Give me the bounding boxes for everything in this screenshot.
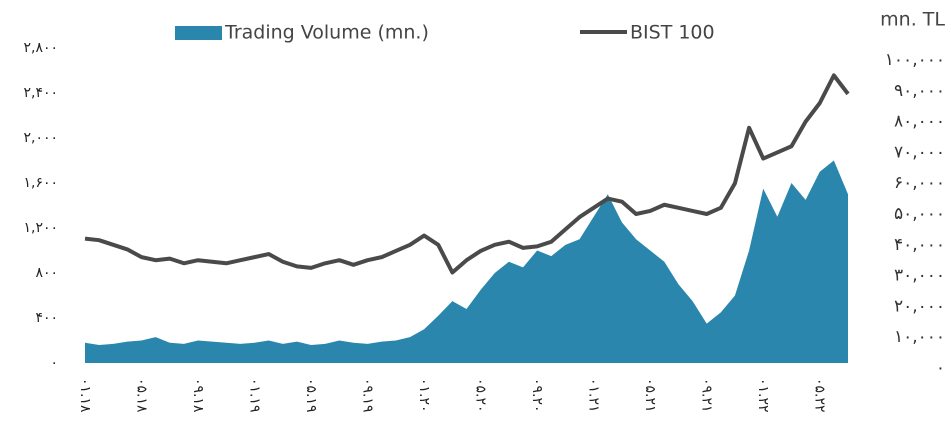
y2-tick-label: ۳۰,۰۰۰ [894,266,945,286]
y-tick-label: ۲,۸۰۰ [23,40,58,56]
y2-axis-title: mn. TL [880,9,945,31]
y-tick-label: ۲,۴۰۰ [23,85,58,101]
y-tick-label: ۲,۰۰۰ [23,130,58,146]
legend-label: Trading Volume (mn.) [224,22,429,44]
y-tick-label: ۱,۶۰۰ [23,175,58,191]
x-tick-label: ۰۹.۲۰ [529,378,545,413]
x-tick-label: ۰۱.۲۰ [416,378,432,413]
legend-label: BIST 100 [630,22,715,44]
y2-tick-label: ۲۰,۰۰۰ [894,296,945,316]
y2-tick-label: ۱۰,۰۰۰ [894,327,945,347]
x-tick-label: ۰۹.۱۸ [190,378,206,413]
x-tick-label: ۰۵.۲۰ [473,378,489,413]
y2-tick-label: ۵۰,۰۰۰ [894,204,945,224]
y2-tick-label: ۱۰۰,۰۰۰ [885,50,945,70]
y2-tick-label: ۴۰,۰۰۰ [894,235,945,255]
x-tick-label: ۰۱.۲۲ [755,378,771,413]
x-tick-label: ۰۵.۱۸ [134,378,150,413]
y2-tick-label: ۸۰,۰۰۰ [894,112,945,132]
y2-tick-label: ۷۰,۰۰۰ [894,142,945,162]
y-tick-label: ۴۰۰ [35,310,58,326]
y-tick-label: ۰ [50,355,58,371]
y-tick-label: ۸۰۰ [35,265,58,281]
index-line [84,73,850,275]
x-tick-label: ۰۹.۱۹ [360,378,376,413]
x-tick-label: ۰۵.۱۹ [303,378,319,413]
x-tick-label: ۰۵.۲۱ [642,378,658,413]
y2-tick-label: ۰ [936,358,945,378]
legend-swatch [175,26,222,40]
x-tick-label: ۰۱.۱۸ [77,378,93,413]
y2-tick-label: ۶۰,۰۰۰ [894,173,945,193]
x-tick-label: ۰۵.۲۲ [812,378,828,413]
x-tick-label: ۰۱.۲۱ [586,378,602,413]
y2-tick-label: ۹۰,۰۰۰ [894,81,945,101]
x-tick-label: ۰۹.۲۱ [699,378,715,413]
y-tick-label: ۱,۲۰۰ [23,220,58,236]
x-tick-label: ۰۱.۱۹ [247,378,263,413]
volume-area [85,160,848,363]
